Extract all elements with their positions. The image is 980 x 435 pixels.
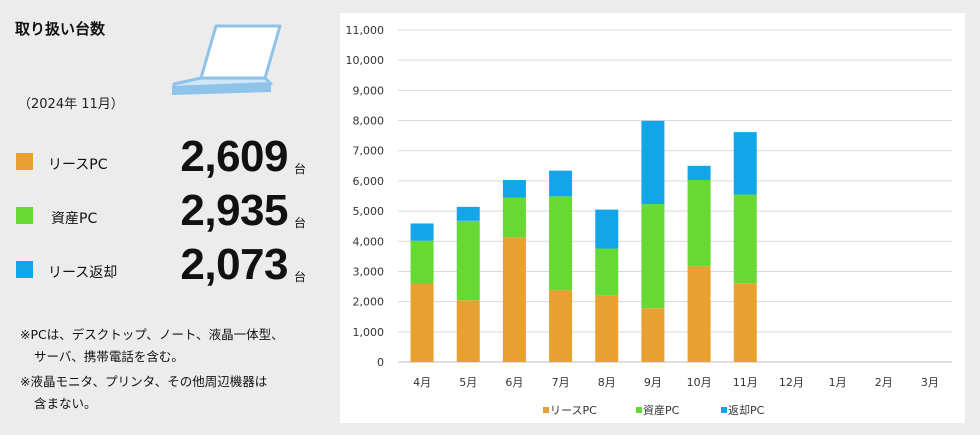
return-label: リース返却 bbox=[48, 265, 118, 281]
x-tick-label: 1月 bbox=[829, 376, 847, 389]
note-line-3: ※液晶モニタ、プリンタ、その他周辺機器は bbox=[20, 374, 268, 389]
x-tick-label: 7月 bbox=[552, 376, 570, 389]
y-tick-label: 1,000 bbox=[353, 326, 385, 339]
note-line-4: 含まない。 bbox=[34, 396, 97, 411]
x-tick-label: 6月 bbox=[505, 376, 523, 389]
bar-segment-1 bbox=[456, 300, 480, 362]
legend-swatch bbox=[543, 407, 549, 413]
summary-row-asset: 資産PC 2,935 台 bbox=[0, 186, 330, 242]
chart-area: 0 1,000 2,000 3,000 4,000 5,000 6,000 7,000 8,00… bbox=[340, 13, 965, 423]
x-tick-label: 4月 bbox=[413, 376, 431, 389]
stacked-bar-chart: 0 1,000 2,000 3,000 4,000 5,000 6,000 7,000 8,00… bbox=[346, 24, 952, 417]
lease-value: 2,609 bbox=[180, 132, 288, 181]
bar-segment-3 bbox=[595, 209, 619, 249]
bar-segment-3 bbox=[687, 165, 711, 181]
bar-segment-3 bbox=[641, 120, 665, 205]
bar-segment-1 bbox=[410, 283, 434, 362]
bar-segment-1 bbox=[641, 308, 665, 362]
bar-segment-2 bbox=[687, 180, 711, 267]
bar-segment-3 bbox=[549, 170, 573, 197]
y-tick-label: 8,000 bbox=[353, 115, 385, 128]
summary-row-lease: リースPC 2,609 台 bbox=[0, 132, 330, 188]
bar-segment-3 bbox=[410, 223, 434, 241]
bar-segment-3 bbox=[502, 180, 526, 198]
y-tick-label: 9,000 bbox=[353, 84, 385, 97]
return-value: 2,073 bbox=[180, 240, 288, 289]
summary-title: 取り扱い台数 bbox=[15, 20, 106, 38]
asset-unit: 台 bbox=[293, 216, 306, 230]
lease-swatch bbox=[16, 153, 33, 170]
bar-segment-1 bbox=[733, 283, 757, 362]
y-tick-label: 2,000 bbox=[353, 296, 385, 309]
bar-segment-1 bbox=[502, 237, 526, 362]
legend-swatch bbox=[721, 407, 727, 413]
bar-segment-2 bbox=[410, 240, 434, 284]
summary-row-return: リース返却 2,073 台 bbox=[0, 240, 330, 296]
period-label: （2024年 11月） bbox=[18, 97, 124, 112]
x-tick-label: 11月 bbox=[733, 376, 758, 389]
legend-label: リースPC bbox=[550, 404, 597, 417]
bar-segment-3 bbox=[456, 206, 480, 221]
y-tick-label: 4,000 bbox=[353, 235, 385, 248]
y-tick-label: 3,000 bbox=[353, 265, 385, 278]
lease-unit: 台 bbox=[293, 162, 306, 176]
bar-segment-1 bbox=[687, 266, 711, 362]
bar-segment-2 bbox=[456, 220, 480, 301]
x-tick-label: 10月 bbox=[687, 376, 712, 389]
x-tick-label: 2月 bbox=[875, 376, 893, 389]
bar-segment-3 bbox=[733, 132, 757, 195]
asset-value: 2,935 bbox=[180, 186, 288, 235]
lease-label: リースPC bbox=[48, 157, 108, 173]
x-tick-label: 12月 bbox=[779, 376, 804, 389]
summary-panel: 取り扱い台数 （2024年 11月） リースPC 2,609 台 資産PC 2,… bbox=[0, 0, 335, 435]
x-tick-label: 3月 bbox=[921, 376, 939, 389]
asset-swatch bbox=[16, 207, 33, 224]
y-tick-label: 5,000 bbox=[353, 205, 385, 218]
note-line-1: ※PCは、デスクトップ、ノート、液晶一体型、 bbox=[20, 327, 284, 342]
x-tick-label: 5月 bbox=[459, 376, 477, 389]
bar-segment-2 bbox=[641, 204, 665, 309]
bar-segment-2 bbox=[502, 197, 526, 238]
x-tick-label: 8月 bbox=[598, 376, 616, 389]
return-swatch bbox=[16, 261, 33, 278]
y-tick-label: 10,000 bbox=[346, 54, 385, 67]
bar-segment-1 bbox=[549, 290, 573, 362]
bar-segment-1 bbox=[595, 295, 619, 362]
bar-segment-2 bbox=[595, 248, 619, 296]
return-unit: 台 bbox=[293, 270, 306, 284]
laptop-icon bbox=[170, 22, 285, 102]
y-tick-label: 0 bbox=[377, 356, 384, 369]
x-tick-label: 9月 bbox=[644, 376, 662, 389]
note-line-2: サーバ、携帯電話を含む。 bbox=[34, 349, 184, 364]
asset-label: 資産PC bbox=[51, 211, 98, 227]
legend-label: 返却PC bbox=[728, 404, 765, 417]
legend-swatch bbox=[636, 407, 642, 413]
bar-segment-2 bbox=[733, 194, 757, 284]
legend-label: 資産PC bbox=[643, 404, 680, 417]
y-tick-label: 6,000 bbox=[353, 175, 385, 188]
y-tick-label: 7,000 bbox=[353, 145, 385, 158]
y-tick-label: 11,000 bbox=[346, 24, 385, 37]
bar-segment-2 bbox=[549, 196, 573, 291]
